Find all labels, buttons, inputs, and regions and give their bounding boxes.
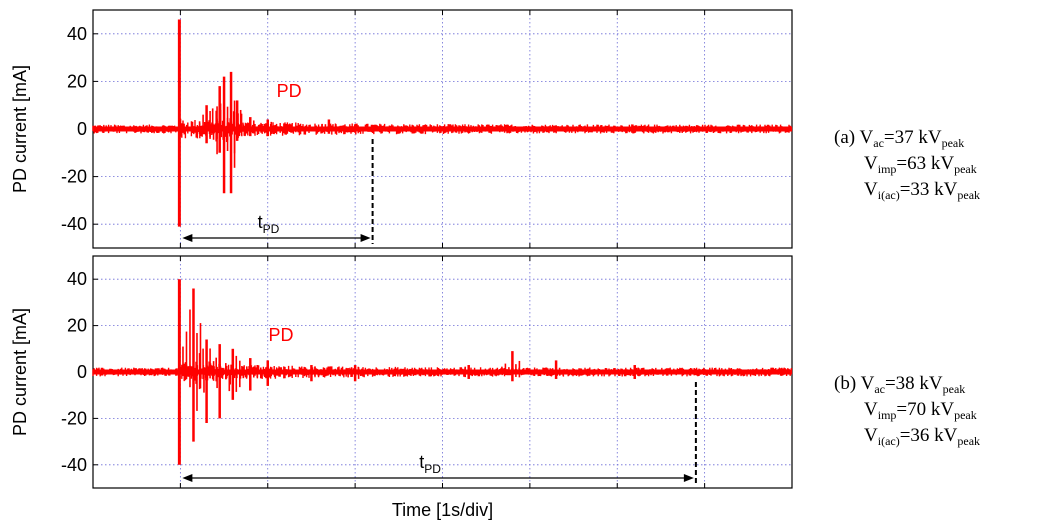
- y-tick-label: 20: [67, 316, 87, 336]
- y-axis-label: PD current [mA]: [10, 308, 30, 436]
- annotation-a: (a) Vac=37 kVpeak Vimp=63 kVpeak Vi(ac)=…: [834, 127, 981, 202]
- annotation-b: (b) Vac=38 kVpeak Vimp=70 kVpeak Vi(ac)=…: [834, 373, 981, 448]
- series-pd-trace: [92, 279, 793, 465]
- series-label-pd: PD: [277, 81, 302, 101]
- tpd-label: tPD: [419, 452, 441, 476]
- y-tick-label: 0: [77, 362, 87, 382]
- tpd-label: tPD: [258, 212, 280, 236]
- y-tick-label: 40: [67, 269, 87, 289]
- x-axis-label: Time [1s/div]: [392, 500, 493, 520]
- chart-panel-b: 40 20 0 -20 -40 PD current [mA] PD tPD Time [1s/…: [10, 255, 793, 520]
- chart-panel-a: 40 20 0 -20 -40 PD current [mA] PD tPD: [10, 9, 793, 249]
- y-tick-label: 40: [67, 24, 87, 44]
- series-label-pd: PD: [268, 325, 293, 345]
- y-tick-label: -40: [61, 214, 87, 234]
- tpd-arrow-head-left: [182, 474, 193, 482]
- y-tick-label: 0: [77, 119, 87, 139]
- tpd-arrow-head-right: [360, 234, 371, 242]
- y-axis-label: PD current [mA]: [10, 65, 30, 193]
- y-tick-label: 20: [67, 71, 87, 91]
- tpd-arrow-head-left: [182, 234, 193, 242]
- series-pd-trace: [92, 19, 793, 227]
- y-tick-label: -40: [61, 455, 87, 475]
- y-tick-label: -20: [61, 167, 87, 187]
- tpd-arrow-head-right: [683, 474, 694, 482]
- y-tick-label: -20: [61, 408, 87, 428]
